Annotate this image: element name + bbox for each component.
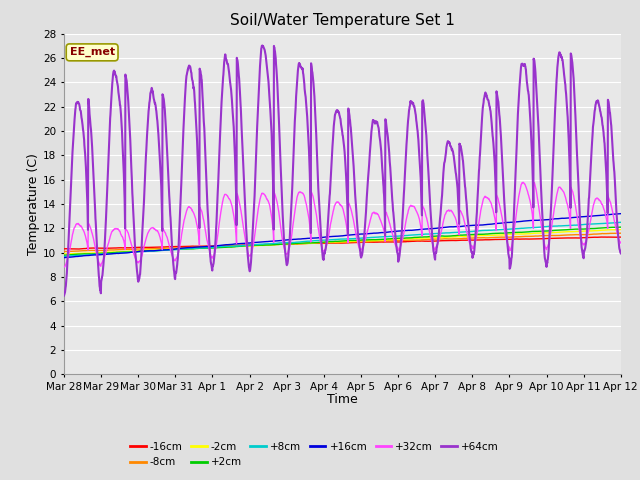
- Title: Soil/Water Temperature Set 1: Soil/Water Temperature Set 1: [230, 13, 455, 28]
- Y-axis label: Temperature (C): Temperature (C): [28, 153, 40, 255]
- Text: EE_met: EE_met: [70, 47, 115, 58]
- Legend: -16cm, -8cm, -2cm, +2cm, +8cm, +16cm, +32cm, +64cm: -16cm, -8cm, -2cm, +2cm, +8cm, +16cm, +3…: [126, 438, 503, 471]
- X-axis label: Time: Time: [327, 394, 358, 407]
